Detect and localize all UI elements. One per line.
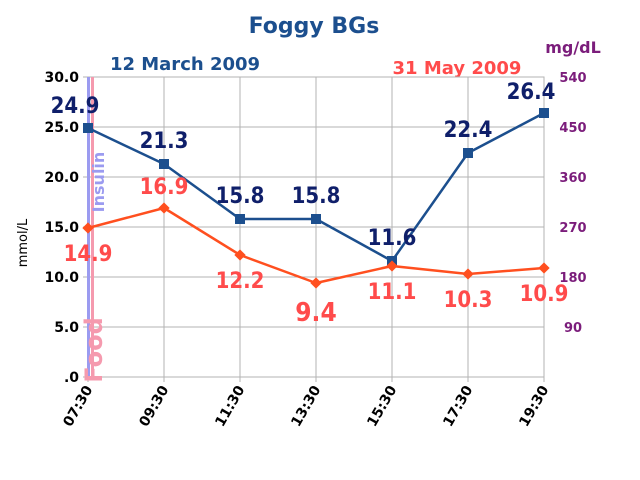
x-tick-label: 13:30 — [288, 383, 324, 430]
x-tick-label: 11:30 — [212, 383, 248, 430]
y-tick-label-right: 450 — [559, 121, 586, 136]
point-may — [234, 249, 246, 261]
legend-series-may: 31 May 2009 — [393, 58, 522, 79]
y-tick-label-left: 15.0 — [44, 220, 79, 236]
point-may — [158, 202, 170, 214]
y-tick-label-right: 540 — [559, 71, 586, 86]
point-march — [463, 148, 473, 158]
legend-series-march: 12 March 2009 — [110, 54, 260, 75]
data-label-may: 9.4 — [295, 298, 336, 328]
data-label-march: 15.8 — [292, 184, 341, 209]
data-label-march: 26.4 — [507, 80, 556, 105]
data-label-march: 11.6 — [368, 226, 417, 251]
point-may — [462, 268, 474, 280]
food-annotation: Food — [80, 317, 108, 383]
data-label-march: 22.4 — [444, 118, 493, 143]
data-label-march: 21.3 — [140, 129, 189, 154]
x-tick-label: 15:30 — [364, 383, 400, 430]
data-label-may: 11.1 — [368, 280, 417, 305]
x-tick-label: 17:30 — [440, 383, 476, 430]
y-tick-label-right: 90 — [564, 321, 582, 336]
x-tick-label: 07:30 — [60, 383, 96, 430]
data-label-may: 10.3 — [444, 288, 493, 313]
y-tick-label-left: 20.0 — [44, 170, 79, 186]
y-tick-label-left: 5.0 — [54, 320, 79, 336]
data-label-may: 10.9 — [520, 282, 569, 307]
right-axis-unit: mg/dL — [545, 38, 601, 57]
point-march — [539, 108, 549, 118]
point-march — [159, 159, 169, 169]
plot-area: 30.0 25.0 20.0 15.0 10.0 5.0 .007:30 09:30 11:30… — [44, 70, 586, 430]
insulin-annotation: Insulin — [89, 152, 108, 213]
data-label-march: 24.9 — [51, 94, 100, 119]
y-tick-label-right: 360 — [559, 171, 586, 186]
data-label-march: 15.8 — [216, 184, 265, 209]
data-label-may: 14.9 — [64, 242, 113, 267]
point-may — [538, 262, 550, 274]
data-label-may: 16.9 — [140, 175, 189, 200]
chart-title: Foggy BGs — [249, 14, 380, 39]
y-tick-label-left: 25.0 — [44, 120, 79, 136]
y-tick-label-left: 30.0 — [44, 70, 79, 86]
point-march — [235, 214, 245, 224]
x-tick-label: 09:30 — [136, 383, 172, 430]
point-may — [310, 277, 322, 289]
y-tick-label-right: 180 — [559, 271, 586, 286]
y-tick-label-left: 10.0 — [44, 270, 79, 286]
y-tick-label-left: .0 — [64, 370, 79, 386]
data-label-may: 12.2 — [216, 269, 265, 294]
y-tick-label-right: 270 — [559, 221, 586, 236]
point-march — [311, 214, 321, 224]
point-may — [386, 260, 398, 272]
point-march — [83, 123, 93, 133]
left-axis-label: mmol/L — [16, 218, 31, 267]
x-tick-label: 19:30 — [516, 383, 552, 430]
